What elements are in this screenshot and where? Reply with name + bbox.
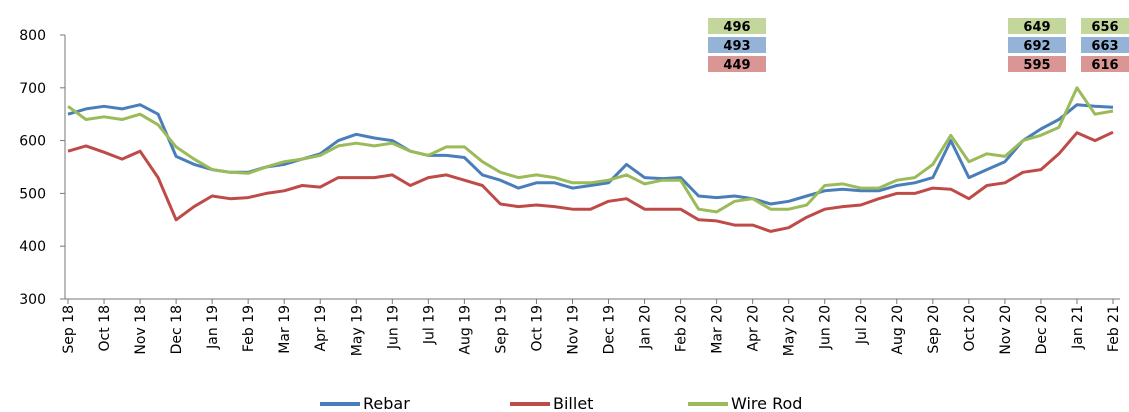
y-tick-label: 500 [19,186,46,202]
series-line [67,130,1114,233]
x-tick-label: Feb 19 [241,305,257,352]
annotation-box [1008,18,1066,34]
annotation-label: 595 [1023,58,1050,73]
x-tick-label: Feb 21 [1106,305,1122,352]
annotation-label: 493 [723,39,750,54]
x-tick-label: Jul 20 [854,305,870,345]
series-line [67,103,1114,206]
x-tick-label: Oct 20 [962,305,978,351]
x-tick-label: Sep 19 [493,305,509,354]
annotation-label: 449 [723,58,750,73]
x-tick-label: Oct 19 [529,305,545,351]
annotation-box [1008,37,1066,53]
x-tick-label: Aug 20 [890,305,906,355]
x-tick-label: Oct 18 [97,305,113,351]
x-tick-label: Nov 18 [133,305,149,355]
x-tick-label: Dec 18 [169,305,185,354]
x-tick-label: Sep 20 [926,305,942,354]
x-tick-label: Apr 19 [313,305,329,351]
y-tick-label: 400 [19,239,46,255]
annotation-box [708,37,766,53]
x-tick-label: Jun 19 [385,305,401,350]
x-tick-label: Apr 20 [746,305,762,351]
series-line [67,86,1114,214]
x-tick-label: Jan 19 [205,305,221,350]
x-tick-label: May 20 [782,305,798,356]
annotation-label: 496 [723,20,750,35]
annotation-label: 692 [1023,39,1050,54]
x-tick-label: Jun 20 [818,305,834,350]
x-tick-label: Jan 21 [1070,305,1086,350]
y-tick-label: 300 [19,292,46,308]
annotation-label: 663 [1091,39,1118,54]
x-tick-label: Nov 20 [998,305,1014,355]
annotation-box [1008,56,1066,72]
x-tick-label: Mar 20 [710,305,726,354]
annotation-label: 649 [1023,20,1050,35]
x-tick-label: Dec 19 [602,305,618,354]
x-tick-label: Sep 18 [61,305,77,354]
annotation-box [708,18,766,34]
x-tick-label: Aug 19 [457,305,473,355]
annotation-box [1081,56,1129,72]
x-tick-label: Mar 19 [277,305,293,354]
annotation-label: 656 [1091,20,1118,35]
y-tick-label: 800 [19,28,46,44]
legend-label: Billet [553,394,593,412]
annotation-label: 616 [1091,58,1118,73]
annotation-box [1081,18,1129,34]
legend-label: Wire Rod [731,394,802,412]
annotation-box [1081,37,1129,53]
x-tick-label: Jan 20 [638,305,654,350]
x-tick-label: Dec 20 [1034,305,1050,354]
x-tick-label: Jul 19 [421,305,437,345]
y-tick-label: 600 [19,134,46,150]
y-tick-label: 700 [19,81,46,97]
legend-label: Rebar [363,394,410,412]
x-tick-label: Nov 19 [565,305,581,355]
annotation-box [708,56,766,72]
x-tick-label: Feb 20 [674,305,690,352]
x-tick-label: May 19 [349,305,365,356]
